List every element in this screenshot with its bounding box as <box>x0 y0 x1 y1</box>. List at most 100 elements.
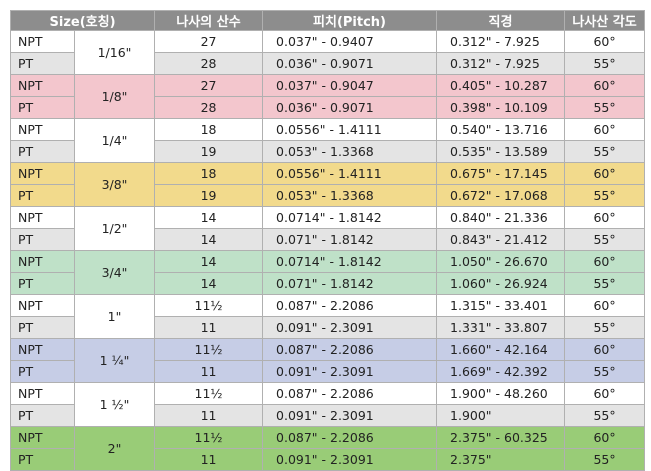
angle-cell: 60° <box>564 162 646 185</box>
header-row: Size(호칭) 나사의 산수 피치(Pitch) 직경 나사산 각도 <box>9 10 646 31</box>
thread-type-cell: NPT <box>10 30 75 53</box>
diameter-cell: 0.540" - 13.716 <box>436 118 566 141</box>
pitch-cell: 0.091" - 2.3091 <box>262 316 438 339</box>
table-row: PT 11 0.091" - 2.3091 1.331" - 33.807 55° <box>10 316 646 339</box>
diameter-cell: 0.675" - 17.145 <box>436 162 566 185</box>
size-cell: 3/8" <box>73 162 156 207</box>
thread-count-cell: 18 <box>154 162 264 185</box>
thread-count-cell: 11½ <box>154 382 264 405</box>
thread-count-cell: 11½ <box>154 338 264 361</box>
angle-cell: 60° <box>564 294 646 317</box>
table-row: PT 14 0.071" - 1.8142 0.843" - 21.412 55° <box>10 228 646 251</box>
angle-cell: 60° <box>564 338 646 361</box>
diameter-cell: 0.672" - 17.068 <box>436 184 566 207</box>
header-pitch: 피치(Pitch) <box>262 10 438 31</box>
thread-type-cell: PT <box>10 96 75 119</box>
angle-cell: 60° <box>564 382 646 405</box>
size-cell: 1 ¼" <box>73 338 156 383</box>
thread-type-cell: PT <box>10 184 75 207</box>
table-row: NPT 1" 11½ 0.087" - 2.2086 1.315" - 33.401 60… <box>10 294 646 339</box>
pitch-cell: 0.037" - 0.9047 <box>262 74 438 97</box>
diameter-cell: 1.900" - 48.260 <box>436 382 566 405</box>
table-row: NPT 1/4" 18 0.0556" - 1.4111 0.540" - 13.716… <box>10 118 646 163</box>
thread-count-cell: 11½ <box>154 294 264 317</box>
size-cell: 1" <box>73 294 156 339</box>
thread-count-cell: 14 <box>154 206 264 229</box>
thread-type-cell: NPT <box>10 426 75 449</box>
table-body: NPT 1/16" 27 0.037" - 0.9407 0.312" - 7.925 6… <box>10 30 646 471</box>
angle-cell: 55° <box>564 184 646 207</box>
table-row: PT 11 0.091" - 2.3091 2.375" 55° <box>10 448 646 471</box>
angle-cell: 55° <box>564 316 646 339</box>
thread-count-cell: 14 <box>154 272 264 295</box>
size-cell: 1/16" <box>73 30 156 75</box>
diameter-cell: 2.375" <box>436 448 566 471</box>
angle-cell: 60° <box>564 426 646 449</box>
pitch-cell: 0.0556" - 1.4111 <box>262 118 438 141</box>
table-row: PT 19 0.053" - 1.3368 0.672" - 17.068 55° <box>10 184 646 207</box>
pitch-cell: 0.091" - 2.3091 <box>262 404 438 427</box>
thread-type-cell: NPT <box>10 74 75 97</box>
thread-count-cell: 19 <box>154 140 264 163</box>
angle-cell: 55° <box>564 228 646 251</box>
pitch-cell: 0.087" - 2.2086 <box>262 426 438 449</box>
angle-cell: 60° <box>564 118 646 141</box>
pitch-cell: 0.036" - 0.9071 <box>262 52 438 75</box>
thread-count-cell: 18 <box>154 118 264 141</box>
thread-count-cell: 11 <box>154 448 264 471</box>
thread-type-cell: PT <box>10 228 75 251</box>
diameter-cell: 1.315" - 33.401 <box>436 294 566 317</box>
pitch-cell: 0.071" - 1.8142 <box>262 228 438 251</box>
table-row: NPT 3/4" 14 0.0714" - 1.8142 1.050" - 26.670… <box>10 250 646 295</box>
size-cell: 1 ½" <box>73 382 156 427</box>
size-cell: 1/4" <box>73 118 156 163</box>
thread-count-cell: 11½ <box>154 426 264 449</box>
diameter-cell: 0.843" - 21.412 <box>436 228 566 251</box>
pitch-cell: 0.087" - 2.2086 <box>262 338 438 361</box>
thread-type-cell: NPT <box>10 162 75 185</box>
table-row: PT 14 0.071" - 1.8142 1.060" - 26.924 55° <box>10 272 646 295</box>
thread-count-cell: 28 <box>154 52 264 75</box>
diameter-cell: 0.535" - 13.589 <box>436 140 566 163</box>
thread-count-cell: 28 <box>154 96 264 119</box>
diameter-cell: 0.398" - 10.109 <box>436 96 566 119</box>
thread-type-cell: PT <box>10 316 75 339</box>
header-size: Size(호칭) <box>9 10 156 31</box>
diameter-cell: 0.405" - 10.287 <box>436 74 566 97</box>
header-thread-count: 나사의 산수 <box>154 10 264 31</box>
table-row: NPT 1/16" 27 0.037" - 0.9407 0.312" - 7.925 6… <box>10 30 646 75</box>
diameter-cell: 1.060" - 26.924 <box>436 272 566 295</box>
table-row: NPT 1 ½" 11½ 0.087" - 2.2086 1.900" - 48.260… <box>10 382 646 427</box>
table-row: PT 28 0.036" - 0.9071 0.312" - 7.925 55° <box>10 52 646 75</box>
pitch-cell: 0.087" - 2.2086 <box>262 294 438 317</box>
thread-count-cell: 27 <box>154 30 264 53</box>
table-row: PT 19 0.053" - 1.3368 0.535" - 13.589 55° <box>10 140 646 163</box>
diameter-cell: 1.660" - 42.164 <box>436 338 566 361</box>
pitch-cell: 0.087" - 2.2086 <box>262 382 438 405</box>
thread-type-cell: PT <box>10 448 75 471</box>
diameter-cell: 1.331" - 33.807 <box>436 316 566 339</box>
pitch-cell: 0.0714" - 1.8142 <box>262 250 438 273</box>
size-cell: 3/4" <box>73 250 156 295</box>
thread-type-cell: NPT <box>10 250 75 273</box>
angle-cell: 55° <box>564 448 646 471</box>
size-cell: 1/2" <box>73 206 156 251</box>
header-diameter: 직경 <box>436 10 566 31</box>
angle-cell: 55° <box>564 140 646 163</box>
table-row: NPT 1/2" 14 0.0714" - 1.8142 0.840" - 21.336… <box>10 206 646 251</box>
table-row: NPT 3/8" 18 0.0556" - 1.4111 0.675" - 17.145… <box>10 162 646 207</box>
diameter-cell: 0.840" - 21.336 <box>436 206 566 229</box>
pitch-cell: 0.053" - 1.3368 <box>262 140 438 163</box>
diameter-cell: 0.312" - 7.925 <box>436 30 566 53</box>
thread-spec-table: Size(호칭) 나사의 산수 피치(Pitch) 직경 나사산 각도 NPT 1… <box>9 10 646 471</box>
angle-cell: 55° <box>564 404 646 427</box>
size-cell: 2" <box>73 426 156 471</box>
thread-type-cell: NPT <box>10 118 75 141</box>
diameter-cell: 1.900" <box>436 404 566 427</box>
angle-cell: 55° <box>564 272 646 295</box>
pitch-cell: 0.071" - 1.8142 <box>262 272 438 295</box>
pitch-cell: 0.053" - 1.3368 <box>262 184 438 207</box>
pitch-cell: 0.037" - 0.9407 <box>262 30 438 53</box>
pitch-cell: 0.0556" - 1.4111 <box>262 162 438 185</box>
thread-type-cell: PT <box>10 52 75 75</box>
